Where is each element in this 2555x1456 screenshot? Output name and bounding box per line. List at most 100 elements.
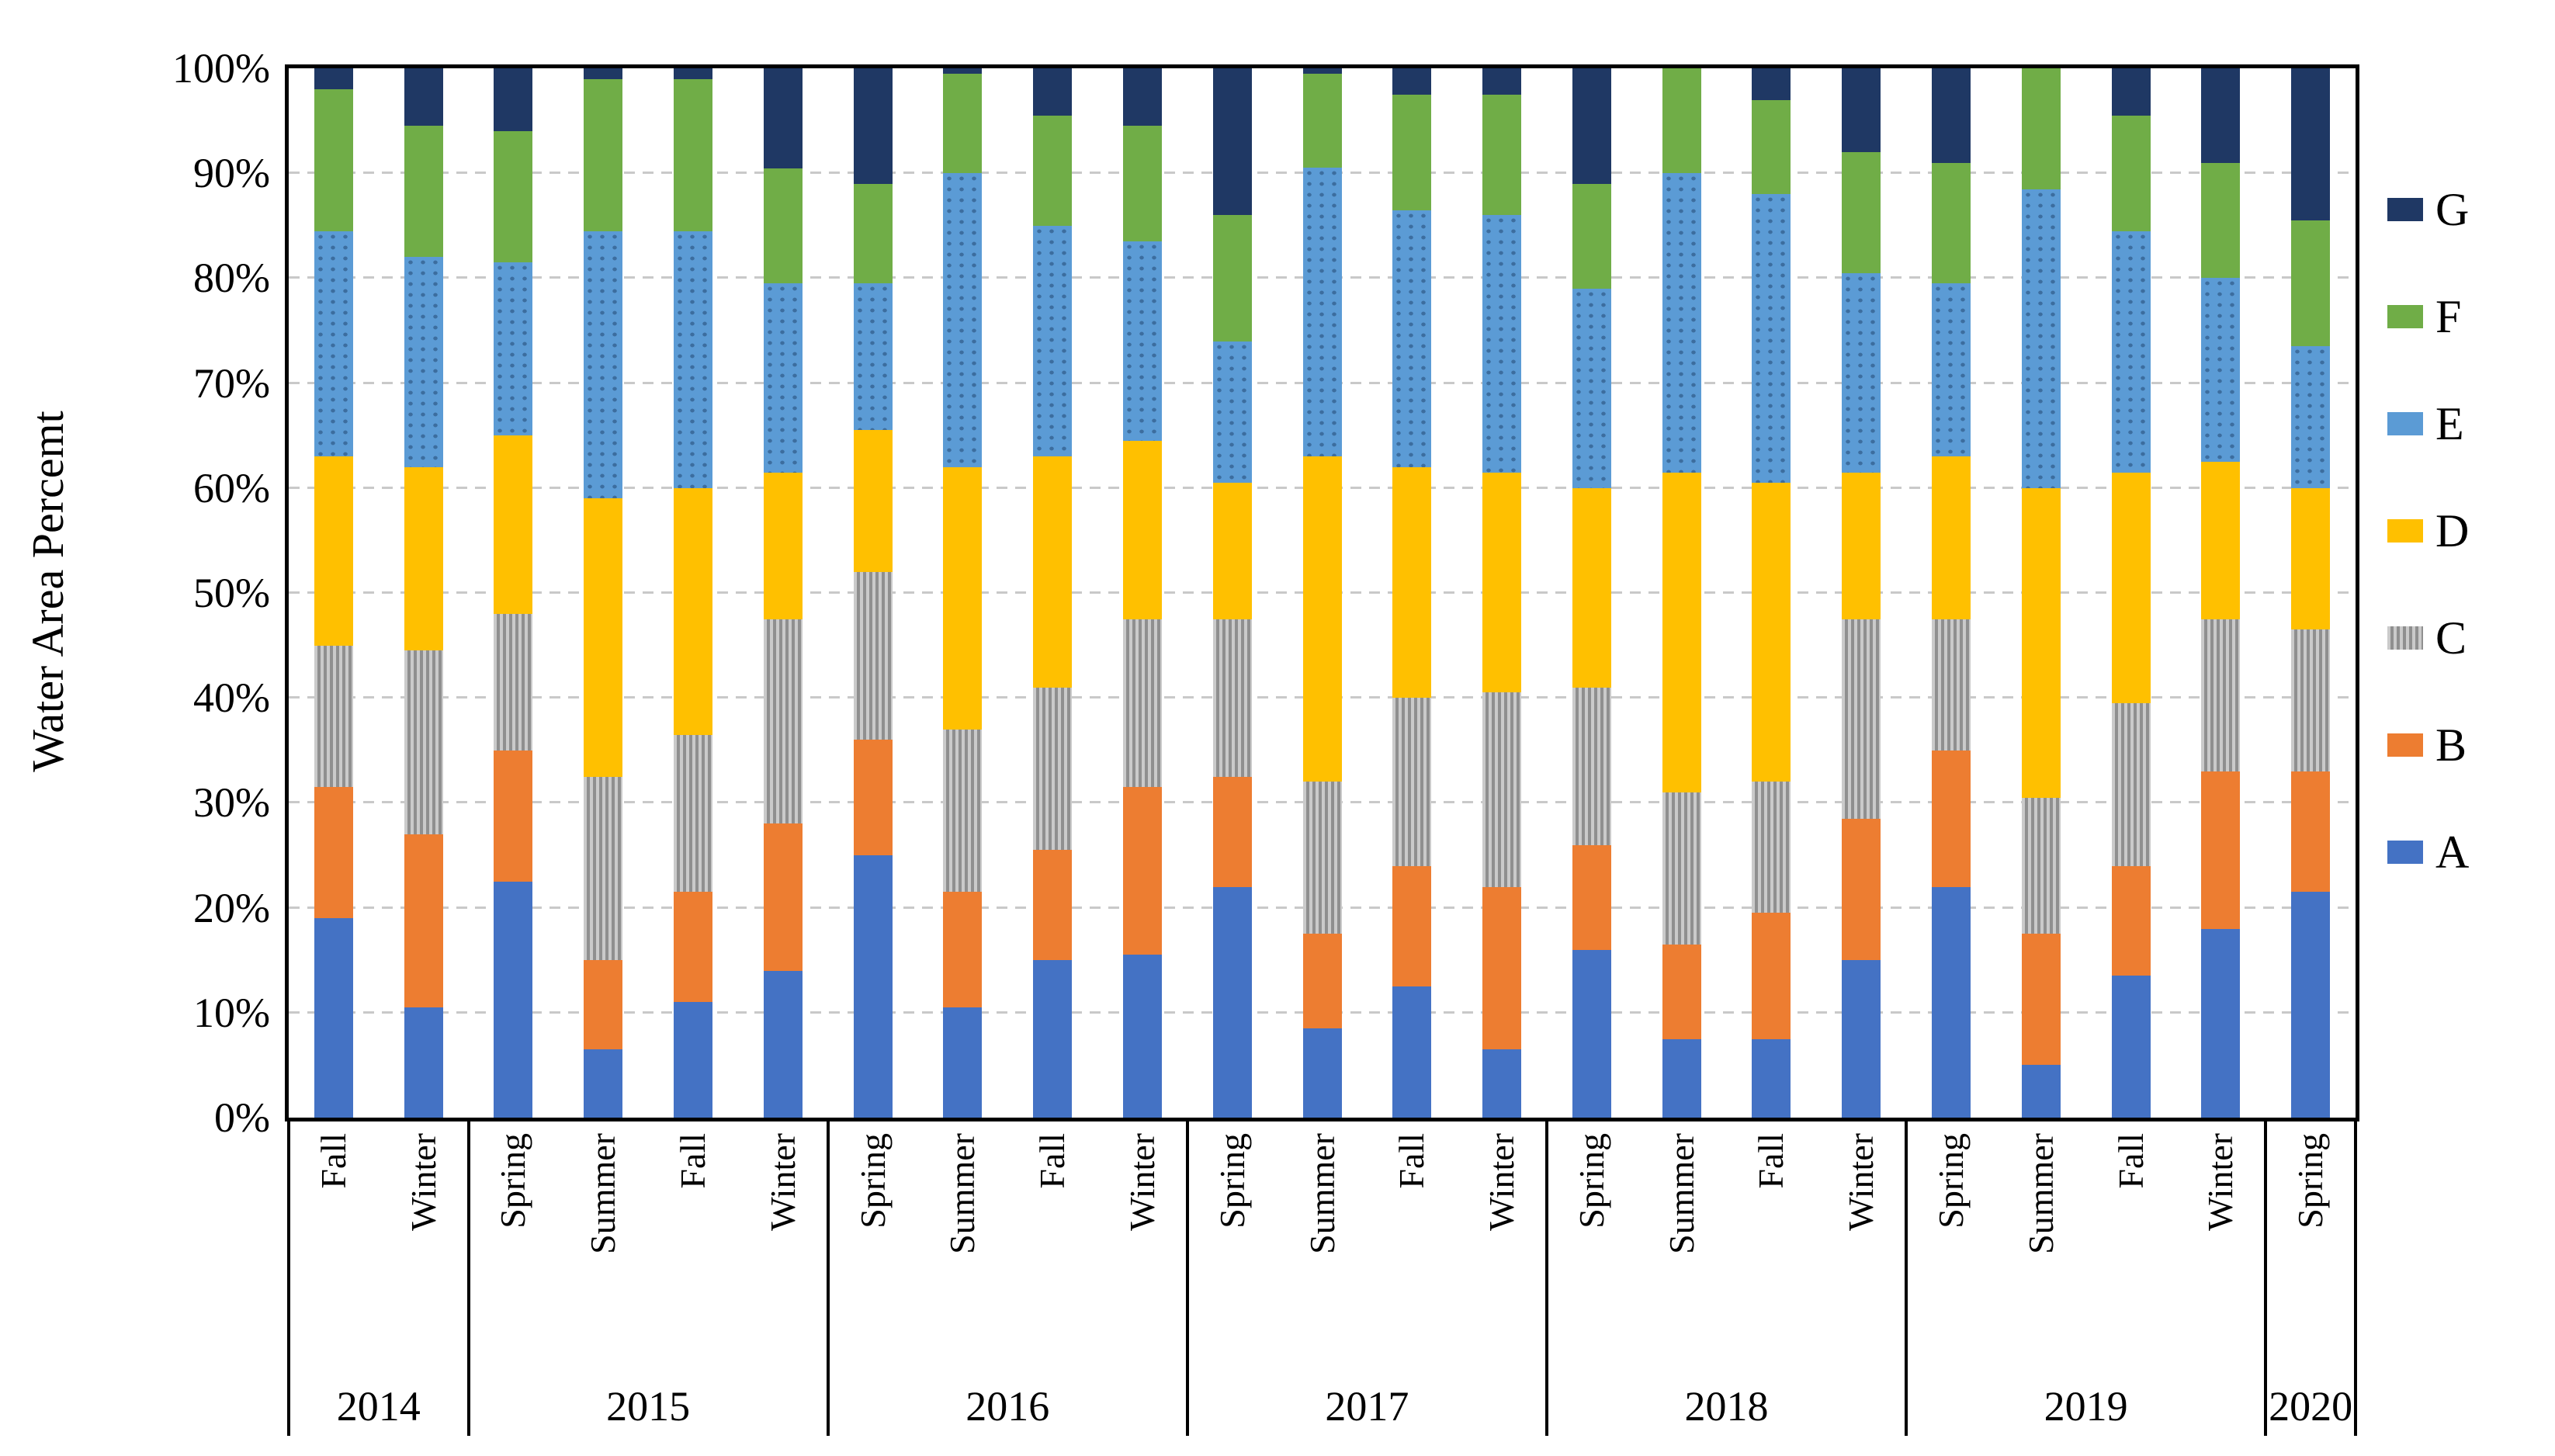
segment-E (2291, 346, 2331, 488)
segment-E (314, 231, 353, 457)
bar-fall-16 (1752, 68, 1791, 1118)
segment-A (494, 881, 533, 1118)
segment-F (1122, 126, 1162, 242)
year-label: 2018 (1684, 1383, 1769, 1430)
season-label: Spring (493, 1133, 533, 1229)
segment-E (1662, 173, 1701, 473)
segment-C (584, 776, 623, 961)
legend-label-C: C (2435, 612, 2467, 664)
segment-F (404, 126, 443, 258)
legend-item-D: D (2387, 508, 2469, 554)
segment-G (1302, 68, 1342, 74)
segment-C (1752, 782, 1791, 913)
segment-E (494, 262, 533, 436)
legend-swatch-A (2387, 841, 2423, 864)
segment-D (674, 487, 713, 735)
season-label: Winter (762, 1133, 803, 1231)
season-label: Spring (1212, 1133, 1252, 1229)
group-separator (2354, 1118, 2357, 1436)
segment-A (404, 1007, 443, 1118)
segment-F (1662, 68, 1701, 174)
segment-D (1572, 487, 1611, 688)
segment-D (1482, 472, 1522, 693)
season-label: Summer (942, 1133, 983, 1254)
bar-spring-14 (1572, 68, 1611, 1118)
segment-F (1392, 94, 1432, 210)
bar-spring-2 (494, 68, 533, 1118)
bar-spring-18 (1931, 68, 1971, 1118)
legend-swatch-E (2387, 412, 2423, 435)
y-tick-label: 0% (214, 1094, 270, 1141)
segment-B (1392, 865, 1432, 986)
legend-item-B: B (2387, 722, 2467, 768)
y-tick-label: 70% (193, 359, 270, 407)
segment-C (1842, 619, 1881, 819)
bar-summer-11 (1302, 68, 1342, 1118)
segment-A (1122, 955, 1162, 1118)
segment-A (2291, 892, 2331, 1118)
segment-F (1033, 115, 1073, 226)
legend-item-A: A (2387, 829, 2469, 875)
season-label: Fall (1032, 1133, 1073, 1189)
segment-B (1482, 886, 1522, 1050)
bar-winter-5 (763, 68, 803, 1118)
bar-fall-0 (314, 68, 353, 1118)
season-label: Winter (403, 1133, 443, 1231)
legend-swatch-C (2387, 626, 2423, 650)
segment-D (1752, 483, 1791, 782)
legend-label-G: G (2435, 184, 2470, 235)
segment-G (1752, 68, 1791, 100)
segment-E (853, 283, 893, 431)
segment-B (674, 892, 713, 1003)
segment-A (314, 918, 353, 1118)
y-tick-label: 50% (193, 570, 270, 616)
segment-E (404, 257, 443, 467)
segment-C (2201, 619, 2241, 771)
segment-G (1033, 68, 1073, 116)
segment-D (1931, 456, 1971, 619)
segment-A (1033, 960, 1073, 1118)
segment-D (1302, 456, 1342, 782)
legend-item-C: C (2387, 615, 2467, 661)
segment-F (1212, 215, 1252, 341)
segment-A (2201, 928, 2241, 1118)
segment-E (1212, 341, 1252, 484)
season-label: Summer (1661, 1133, 1701, 1254)
segment-F (1302, 73, 1342, 168)
segment-A (1931, 886, 1971, 1118)
segment-F (1482, 94, 1522, 216)
segment-D (314, 456, 353, 646)
segment-E (584, 231, 623, 499)
season-label: Spring (2290, 1133, 2331, 1229)
y-tick-label: 60% (193, 464, 270, 511)
legend-label-A: A (2435, 827, 2470, 878)
segment-B (2111, 865, 2151, 976)
segment-E (1033, 225, 1073, 457)
bar-fall-4 (674, 68, 713, 1118)
segment-F (2291, 220, 2331, 347)
segment-D (2201, 462, 2241, 619)
bar-spring-6 (853, 68, 893, 1118)
segment-E (674, 231, 713, 488)
season-label: Summer (2020, 1133, 2061, 1254)
bar-fall-12 (1392, 68, 1432, 1118)
bar-winter-21 (2201, 68, 2241, 1118)
segment-B (1752, 913, 1791, 1039)
segment-C (1302, 782, 1342, 934)
segment-G (2111, 68, 2151, 116)
group-separator (1905, 1118, 1908, 1436)
segment-B (943, 892, 983, 1008)
segment-D (584, 498, 623, 777)
legend-swatch-F (2387, 305, 2423, 328)
bar-summer-7 (943, 68, 983, 1118)
segment-B (1033, 850, 1073, 961)
year-label: 2015 (606, 1383, 691, 1430)
group-separator (287, 1118, 290, 1436)
y-tick-label: 80% (193, 255, 270, 302)
segment-E (1931, 283, 1971, 457)
segment-C (2111, 702, 2151, 866)
year-label: 2014 (336, 1383, 421, 1430)
segment-G (1482, 68, 1522, 95)
bar-spring-22 (2291, 68, 2331, 1118)
